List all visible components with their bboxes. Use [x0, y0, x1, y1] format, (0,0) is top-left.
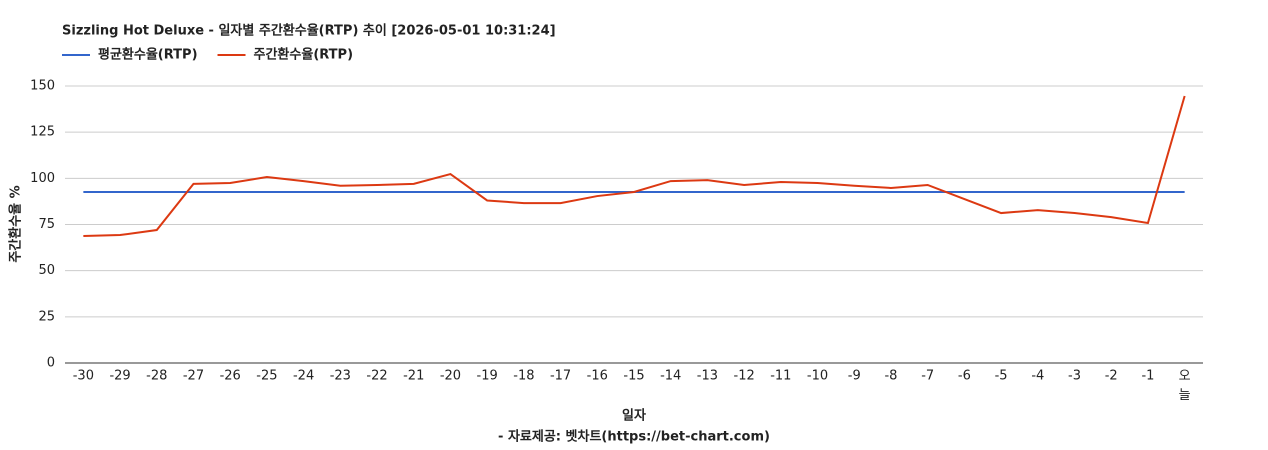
x-tick-label: -30: [73, 369, 94, 384]
x-tick-label: -8: [884, 369, 897, 384]
y-tick-label: 125: [30, 125, 55, 140]
x-tick-label: -15: [623, 369, 644, 384]
x-tick-label: -1: [1141, 369, 1154, 384]
y-tick-label: 25: [38, 309, 55, 324]
x-tick-label: -5: [995, 369, 1008, 384]
y-tick-label: 100: [30, 171, 55, 186]
x-tick-label: -24: [293, 369, 314, 384]
x-tick-label: -19: [477, 369, 498, 384]
y-tick-label: 50: [38, 263, 55, 278]
series-line: [83, 95, 1186, 237]
x-tick-label: -16: [587, 369, 608, 384]
x-tick-label: -11: [770, 369, 791, 384]
x-axis-label: 일자: [622, 409, 646, 424]
x-tick-label: -13: [697, 369, 718, 384]
x-tick-label: -21: [403, 369, 424, 384]
x-tick-label: -3: [1068, 369, 1081, 384]
chart-title: Sizzling Hot Deluxe - 일자별 주간환수율(RTP) 추이 …: [62, 23, 556, 39]
x-tick-label: -4: [1031, 369, 1044, 384]
x-tick-label: -26: [220, 369, 241, 384]
x-tick-label: -20: [440, 369, 461, 384]
x-tick-label: -14: [660, 369, 681, 384]
x-tick-label: -28: [146, 369, 167, 384]
x-tick-label: -17: [550, 369, 571, 384]
y-tick-label: 150: [30, 79, 55, 94]
x-tick-label: -2: [1105, 369, 1118, 384]
x-tick-label: -27: [183, 369, 204, 384]
legend-label: 주간환수율(RTP): [254, 47, 354, 63]
x-tick-label: -9: [848, 369, 861, 384]
legend-label: 평균환수율(RTP): [98, 47, 198, 63]
x-tick-label: -10: [807, 369, 828, 384]
x-tick-label: -29: [109, 369, 130, 384]
x-tick-label: -25: [256, 369, 277, 384]
x-tick-label: -18: [513, 369, 534, 384]
y-tick-label: 0: [47, 356, 55, 371]
x-tick-label: -7: [921, 369, 934, 384]
y-axis-label: 주간환수율 %: [8, 185, 24, 262]
x-tick-label: -22: [366, 369, 387, 384]
y-tick-label: 75: [38, 217, 55, 232]
x-tick-label: -12: [734, 369, 755, 384]
x-tick-label: -23: [330, 369, 351, 384]
subtitle: - 자료제공: 벳차트(https://bet-chart.com): [498, 429, 770, 445]
x-tick-label: -6: [958, 369, 971, 384]
